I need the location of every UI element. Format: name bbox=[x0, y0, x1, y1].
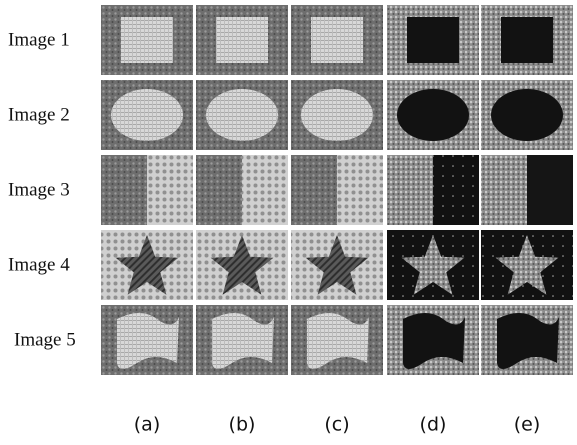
foreground bbox=[111, 89, 183, 141]
foreground bbox=[147, 155, 193, 225]
foreground bbox=[242, 155, 288, 225]
image-cell bbox=[196, 5, 288, 75]
row-label: Image 2 bbox=[8, 104, 70, 125]
image-cell bbox=[481, 5, 573, 75]
row-label: Image 5 bbox=[14, 329, 76, 350]
image-cell bbox=[291, 230, 383, 300]
foreground bbox=[433, 155, 479, 225]
image-cell bbox=[387, 305, 479, 375]
image-cell bbox=[196, 80, 288, 150]
column-label: (a) bbox=[134, 414, 160, 436]
image-cell bbox=[101, 80, 193, 150]
image-cell bbox=[101, 5, 193, 75]
image-cell bbox=[387, 230, 479, 300]
figure: Image 1 Image 2 Image 3 Image 4 Image 5 (a) (b… bbox=[0, 0, 577, 445]
image-cell bbox=[291, 305, 383, 375]
background bbox=[291, 155, 337, 225]
row-label: Image 1 bbox=[8, 29, 70, 50]
column-label: (b) bbox=[229, 414, 256, 436]
column-label: (c) bbox=[324, 414, 349, 436]
foreground bbox=[407, 17, 459, 63]
image-cell bbox=[481, 155, 573, 225]
row-label: Image 3 bbox=[8, 179, 70, 200]
foreground bbox=[216, 17, 268, 63]
background bbox=[196, 155, 242, 225]
foreground bbox=[206, 89, 278, 141]
foreground bbox=[311, 17, 363, 63]
image-cell bbox=[196, 305, 288, 375]
image-cell bbox=[481, 305, 573, 375]
row-label: Image 4 bbox=[8, 254, 70, 275]
image-cell bbox=[387, 80, 479, 150]
column-label: (e) bbox=[514, 414, 541, 436]
background bbox=[387, 155, 433, 225]
image-cell bbox=[387, 155, 479, 225]
foreground bbox=[121, 17, 173, 63]
image-cell bbox=[101, 305, 193, 375]
foreground bbox=[397, 89, 469, 141]
foreground bbox=[527, 155, 573, 225]
image-cell bbox=[101, 230, 193, 300]
image-cell bbox=[291, 155, 383, 225]
foreground bbox=[491, 89, 563, 141]
image-cell bbox=[101, 155, 193, 225]
image-cell bbox=[196, 155, 288, 225]
image-cell bbox=[291, 80, 383, 150]
foreground bbox=[301, 89, 373, 141]
foreground bbox=[501, 17, 553, 63]
image-cell bbox=[481, 80, 573, 150]
image-cell bbox=[387, 5, 479, 75]
image-cell bbox=[481, 230, 573, 300]
background bbox=[481, 155, 527, 225]
image-cell bbox=[196, 230, 288, 300]
image-cell bbox=[291, 5, 383, 75]
background bbox=[101, 155, 147, 225]
column-label: (d) bbox=[420, 414, 447, 436]
foreground bbox=[337, 155, 383, 225]
